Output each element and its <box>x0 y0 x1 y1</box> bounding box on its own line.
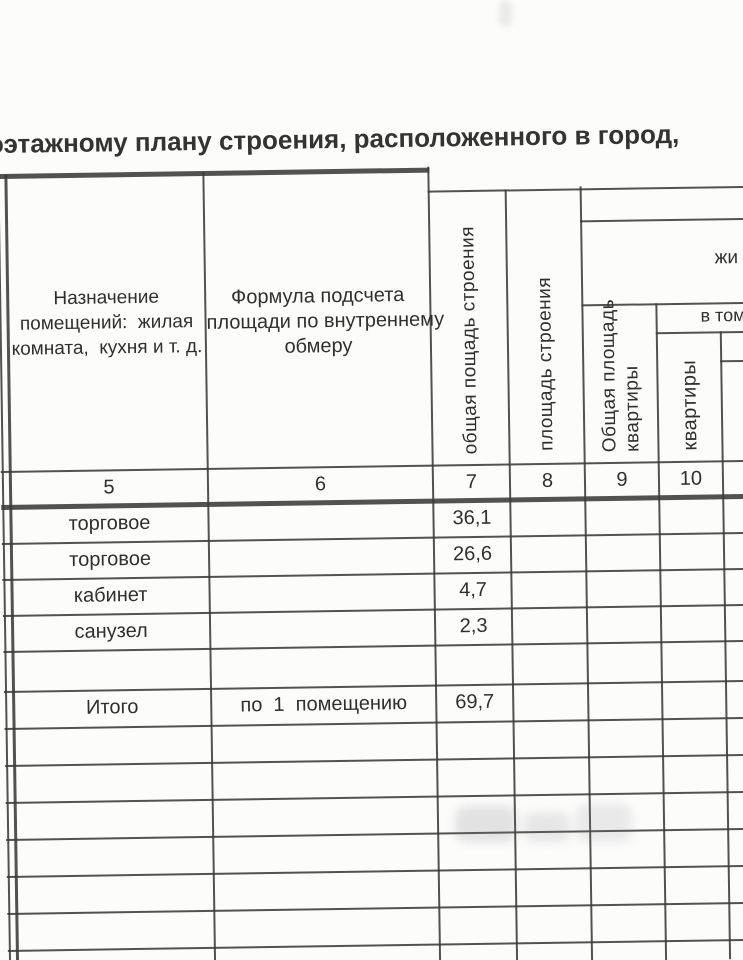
column10-label: квартиры <box>677 359 702 451</box>
header-line: площади по внутреннему <box>206 308 445 334</box>
row-line <box>6 864 743 878</box>
column6-header: Формула подсчета площади по внутреннему … <box>206 283 445 361</box>
divider-line <box>580 217 743 223</box>
header-line: комната, кухня и т. д. <box>11 335 203 360</box>
smudge-blob <box>499 0 512 27</box>
total-formula-cell: по 1 помещению <box>240 691 408 717</box>
total-label-cell: Итого <box>85 695 139 719</box>
column7-number: 7 <box>465 470 478 494</box>
column9-number: 9 <box>616 468 628 491</box>
column7-label: общая пощадь строения <box>457 225 482 455</box>
v-tom-chisle-label-fragment: в том <box>700 304 743 326</box>
smudge-blob <box>455 806 517 842</box>
area-value-cell: 26,6 <box>452 542 493 566</box>
header-line: Назначение <box>53 286 160 310</box>
row-line <box>5 753 743 767</box>
column9-label: Общая площадь квартиры <box>597 298 644 453</box>
row-line <box>5 790 743 804</box>
page-title: оэтажному плану строения, расположенного… <box>0 118 680 160</box>
divider-line <box>720 359 743 363</box>
area-value-cell: 4,7 <box>459 578 488 602</box>
row-line <box>6 827 743 841</box>
column10-number: 10 <box>679 467 703 490</box>
column5-header: Назначение помещений: жилая комната, кух… <box>8 284 205 362</box>
smudge-blob <box>576 804 632 842</box>
divider-line <box>579 186 594 960</box>
column10-header: квартиры <box>658 333 722 453</box>
room-type-cell: торговое <box>68 511 151 535</box>
header-line: обмеру <box>284 334 353 358</box>
column8-number: 8 <box>541 469 554 492</box>
total-area-cell: 69,7 <box>455 690 495 714</box>
row-line <box>7 938 743 952</box>
table-top-border <box>0 167 430 180</box>
column9-header: Общая площадь квартиры <box>583 299 657 454</box>
smudge-blob <box>524 812 570 842</box>
column6-number: 6 <box>314 473 327 496</box>
column8-header: площадь строения <box>507 190 584 455</box>
header-line: помещений: жилая <box>19 311 194 335</box>
room-type-cell: кабинет <box>73 583 148 607</box>
row-line <box>7 901 743 915</box>
column5-number: 5 <box>103 476 115 499</box>
area-value-cell: 2,3 <box>459 614 488 638</box>
header-line: Формула подсчета <box>230 283 405 309</box>
area-value-cell: 36,1 <box>452 506 492 530</box>
column8-label: площадь строения <box>533 276 558 452</box>
column7-header: общая пощадь строения <box>430 191 509 458</box>
room-type-cell: санузел <box>74 619 148 643</box>
room-type-cell: торговое <box>69 547 152 571</box>
right-section-label-fragment: жи <box>714 247 739 269</box>
